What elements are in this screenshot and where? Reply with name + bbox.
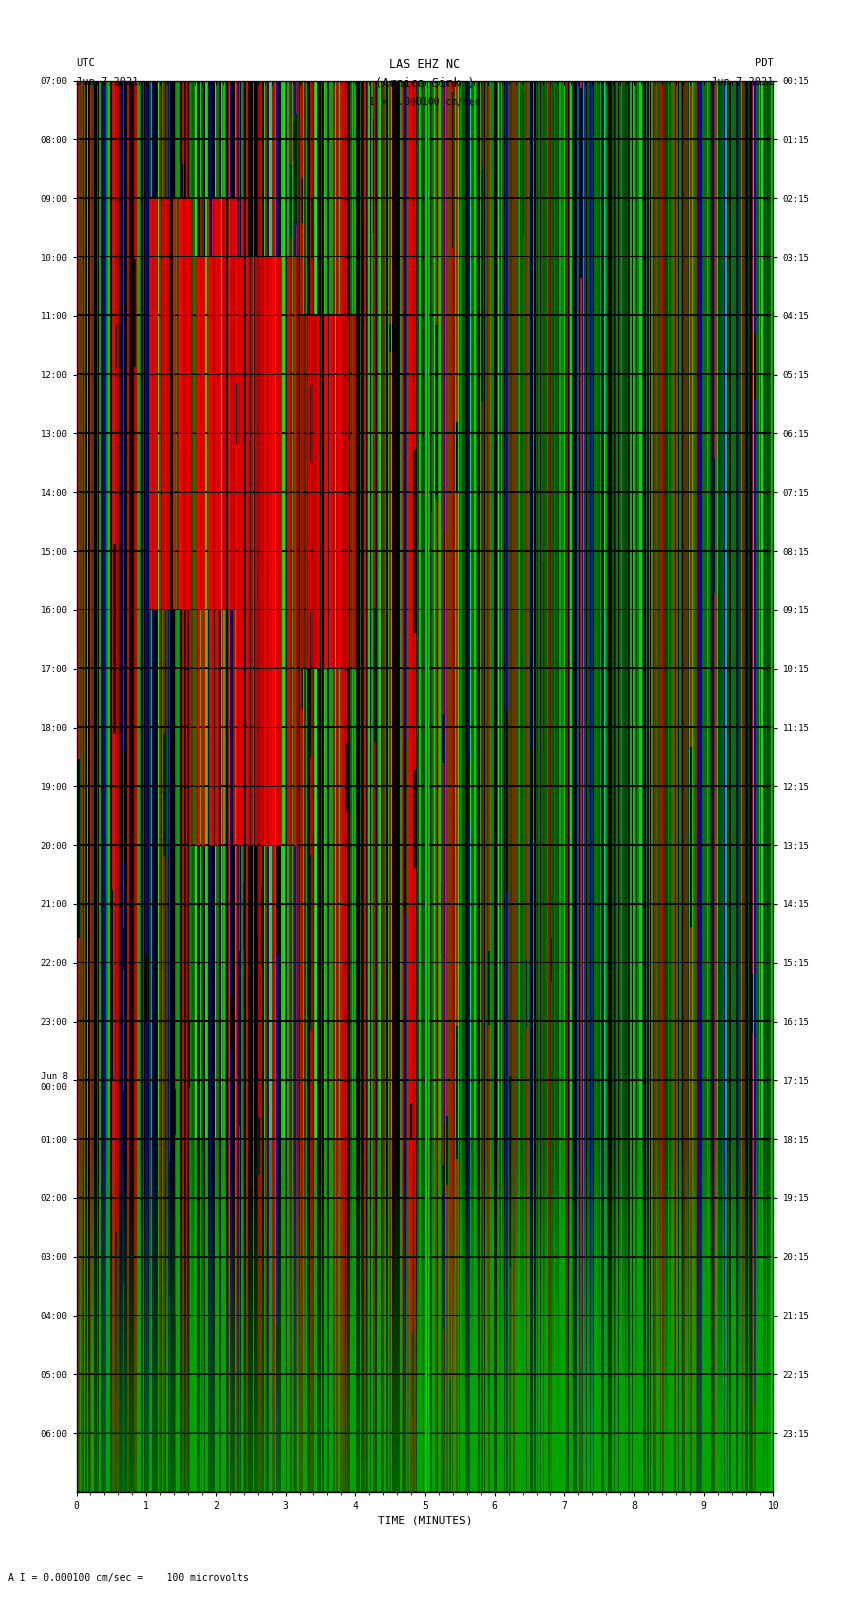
Text: UTC: UTC bbox=[76, 58, 95, 68]
X-axis label: TIME (MINUTES): TIME (MINUTES) bbox=[377, 1515, 473, 1526]
Text: I = 0.000100 cm/sec: I = 0.000100 cm/sec bbox=[369, 97, 481, 106]
Text: LAS EHZ NC: LAS EHZ NC bbox=[389, 58, 461, 71]
Text: Jun 7,2021: Jun 7,2021 bbox=[711, 77, 774, 87]
Text: A I = 0.000100 cm/sec =    100 microvolts: A I = 0.000100 cm/sec = 100 microvolts bbox=[8, 1573, 249, 1582]
Text: PDT: PDT bbox=[755, 58, 774, 68]
Text: Jun 7,2021: Jun 7,2021 bbox=[76, 77, 139, 87]
Text: (Arnica Sink ): (Arnica Sink ) bbox=[375, 77, 475, 90]
